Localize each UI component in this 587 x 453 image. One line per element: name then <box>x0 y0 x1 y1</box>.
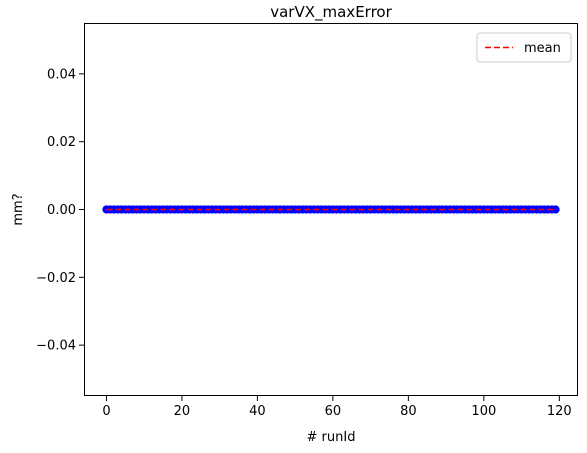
y-tick-label: 0.04 <box>47 67 76 82</box>
y-axis-ticks: −0.04 −0.02 0.00 0.02 0.04 <box>36 67 84 354</box>
x-tick-label: 80 <box>400 404 417 419</box>
legend-label-mean: mean <box>524 41 561 56</box>
plot-frame <box>84 23 578 396</box>
x-tick-label: 120 <box>547 404 572 419</box>
x-axis-ticks: 0 20 40 60 80 100 120 <box>102 396 572 419</box>
x-tick-label: 40 <box>249 404 266 419</box>
legend-box <box>476 32 572 63</box>
x-axis-label: # runId <box>307 430 356 445</box>
x-tick-label: 20 <box>174 404 191 419</box>
y-tick-label: 0.00 <box>47 203 76 218</box>
y-tick-label: −0.04 <box>36 339 76 354</box>
x-tick-label: 0 <box>102 404 110 419</box>
y-axis-label: mm? <box>11 193 26 225</box>
x-tick-label: 60 <box>325 404 342 419</box>
y-tick-label: 0.02 <box>47 135 76 150</box>
x-tick-label: 100 <box>471 404 496 419</box>
chart-title: varVX_maxError <box>270 3 392 22</box>
legend: mean <box>476 32 572 63</box>
y-tick-label: −0.02 <box>36 271 76 286</box>
